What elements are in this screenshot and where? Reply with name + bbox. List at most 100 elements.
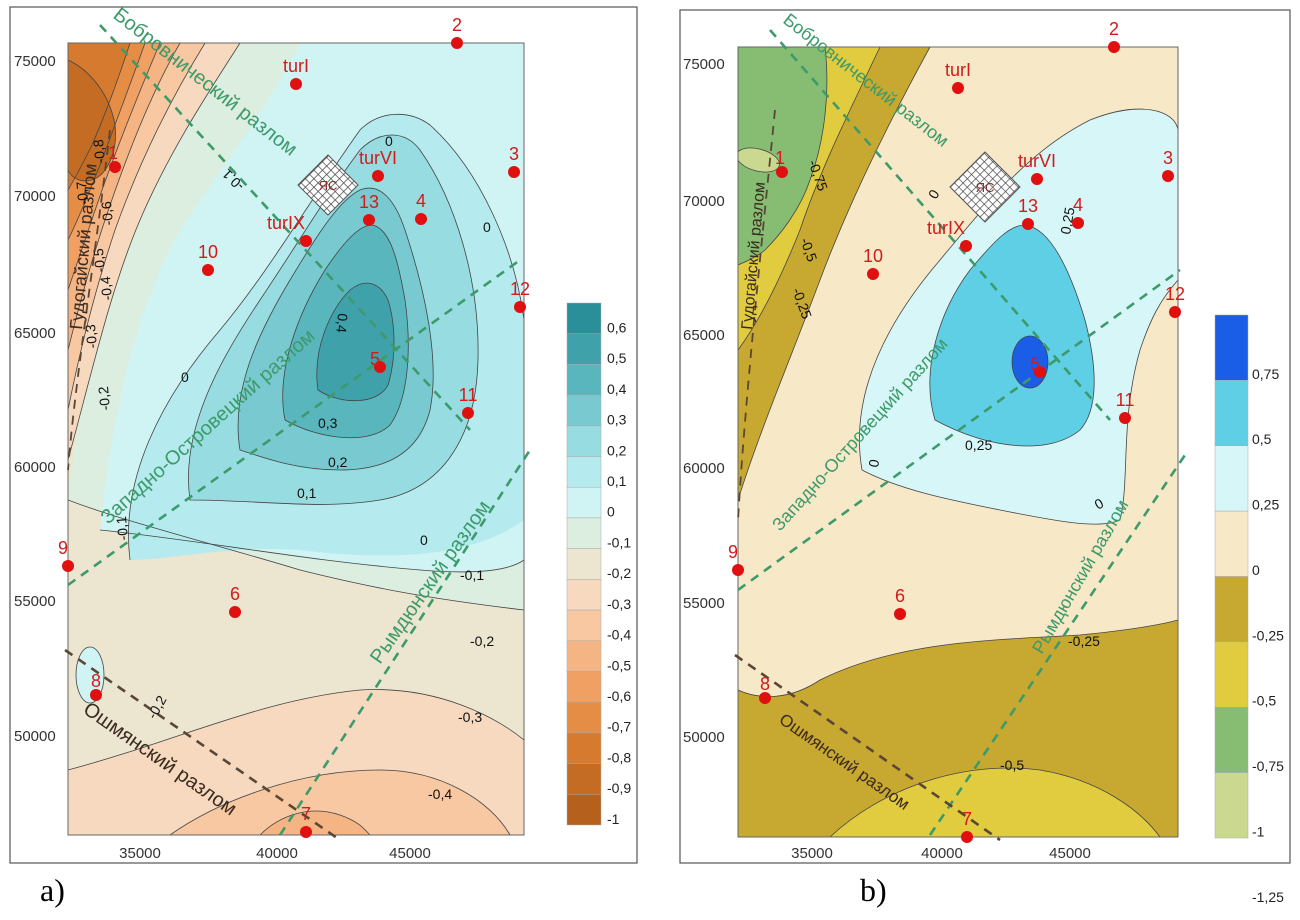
colorbar-label: -0,3: [607, 596, 631, 612]
well-label: 3: [1163, 148, 1173, 168]
colorbar-label: 0,25: [1252, 497, 1279, 513]
colorbar-label: -0,6: [607, 688, 631, 704]
colorbar-swatch: [566, 364, 602, 396]
panel-a: Бобровнический разлом Западно-Островецки…: [9, 4, 638, 864]
contour-label: 0,4: [333, 313, 351, 334]
fault-line-rymdyunsky: [278, 449, 532, 836]
well-marker: [508, 166, 520, 178]
colorbar-swatch: [566, 333, 602, 365]
well-marker: [1162, 170, 1174, 182]
colorbar-swatch: [566, 394, 602, 427]
x-tick-label: 45000: [1049, 845, 1091, 862]
well-marker: [290, 78, 302, 90]
colorbar-swatch: [1214, 576, 1249, 643]
well-label: 9: [58, 538, 68, 558]
colorbar-swatch: [566, 486, 602, 519]
well-marker: [1072, 217, 1084, 229]
well-marker: [952, 82, 964, 94]
well-marker: [894, 608, 906, 620]
colorbar-label: -0,5: [1252, 693, 1276, 709]
y-tick-label: 55000: [14, 593, 56, 610]
contour-label: -0,5: [90, 247, 108, 273]
facility-hatched-area: [297, 154, 359, 216]
colorbar-label: -0,9: [607, 780, 631, 796]
well-label: 13: [1018, 196, 1038, 216]
colorbar-swatch: [566, 640, 602, 672]
fault-line-oshmyansky: [734, 653, 1001, 842]
well-label: 1: [775, 148, 785, 168]
colorbar-label: 0,5: [607, 350, 627, 366]
panel-b-colorbar: 0,75 0,5 0,25 0 -0,25 -0,5 -0,75 -1 -1,25: [1214, 314, 1284, 905]
well-marker: [109, 161, 121, 173]
colorbar-swatch: [566, 609, 602, 642]
contour-label: -0,7: [73, 180, 91, 206]
well-label: 12: [510, 279, 530, 299]
colorbar-swatch: [566, 579, 602, 611]
panel-b-axes: 35000 40000 45000 75000 70000 65000 6000…: [683, 56, 1091, 862]
well-marker: [960, 240, 972, 252]
well-label: 11: [459, 385, 478, 405]
x-tick-label: 35000: [791, 845, 833, 862]
well-label: 5: [370, 349, 380, 369]
contour-label: -0,2: [95, 385, 113, 411]
fault-line-rymdyunsky: [928, 454, 1187, 836]
contour-label: -0,2: [470, 633, 494, 649]
y-tick-label: 55000: [683, 595, 725, 612]
colorbar-swatch: [566, 763, 602, 795]
colorbar-swatch: [566, 302, 602, 334]
colorbar-swatch: [1214, 707, 1249, 773]
well-label: 8: [760, 674, 770, 694]
colorbar-label: -1: [1252, 823, 1265, 839]
panel-b-plot-border: [737, 46, 1179, 838]
contour-label: 0,3: [318, 415, 338, 431]
contour-label: -0,8: [90, 138, 108, 164]
panel-a-faults: [64, 24, 532, 842]
well-label: 8: [91, 671, 101, 691]
well-marker: [961, 831, 973, 843]
well-marker: [202, 264, 214, 276]
contour-label: -0,6: [98, 200, 116, 226]
colorbar-swatch: [566, 671, 602, 703]
contour-label: -0,1: [460, 567, 484, 583]
well-label: 6: [230, 584, 240, 604]
panel-a-caption: a): [40, 872, 65, 908]
well-label: 4: [416, 191, 426, 211]
colorbar-label: 0,4: [607, 381, 627, 397]
well-marker: [363, 214, 375, 226]
well-label: 9: [728, 542, 738, 562]
colorbar-label: -0,4: [607, 627, 631, 643]
fault-line-zapadno-ostrovetsky: [737, 268, 1181, 592]
colorbar-label: -0,5: [607, 657, 631, 673]
colorbar-swatch: [1214, 641, 1249, 708]
well-marker: [372, 170, 384, 182]
well-marker: [759, 692, 771, 704]
y-tick-label: 70000: [683, 193, 725, 210]
well-marker: [300, 826, 312, 838]
contour-label: -0,3: [458, 709, 482, 725]
well-label: 4: [1073, 195, 1083, 215]
contour-label: -0,4: [428, 786, 452, 802]
well-label: 10: [863, 246, 883, 266]
colorbar-label: 0,1: [607, 473, 627, 489]
colorbar-label: -0,25: [1252, 627, 1284, 643]
contour-label: 0,25: [965, 437, 992, 453]
panel-b-faults: [734, 29, 1187, 842]
well-label: 13: [359, 192, 379, 212]
well-label: turVI: [1018, 151, 1056, 171]
panel-a-plot-border: [67, 42, 525, 836]
colorbar-label: 0,2: [607, 442, 627, 458]
well-marker: [867, 268, 879, 280]
colorbar-label: -0,8: [607, 749, 631, 765]
y-tick-label: 75000: [14, 53, 56, 70]
well-marker: [1169, 306, 1181, 318]
well-label: 5: [1030, 354, 1040, 374]
fault-line-bobrovnichesky: [99, 24, 471, 431]
colorbar-swatch: [566, 548, 602, 580]
facility-hatched-area: [949, 151, 1021, 223]
well-label: turI: [283, 56, 309, 76]
y-tick-label: 65000: [683, 327, 725, 344]
contour-label: 0,1: [297, 485, 317, 501]
y-tick-label: 65000: [14, 325, 56, 342]
colorbar-label: 0,5: [1252, 431, 1272, 447]
